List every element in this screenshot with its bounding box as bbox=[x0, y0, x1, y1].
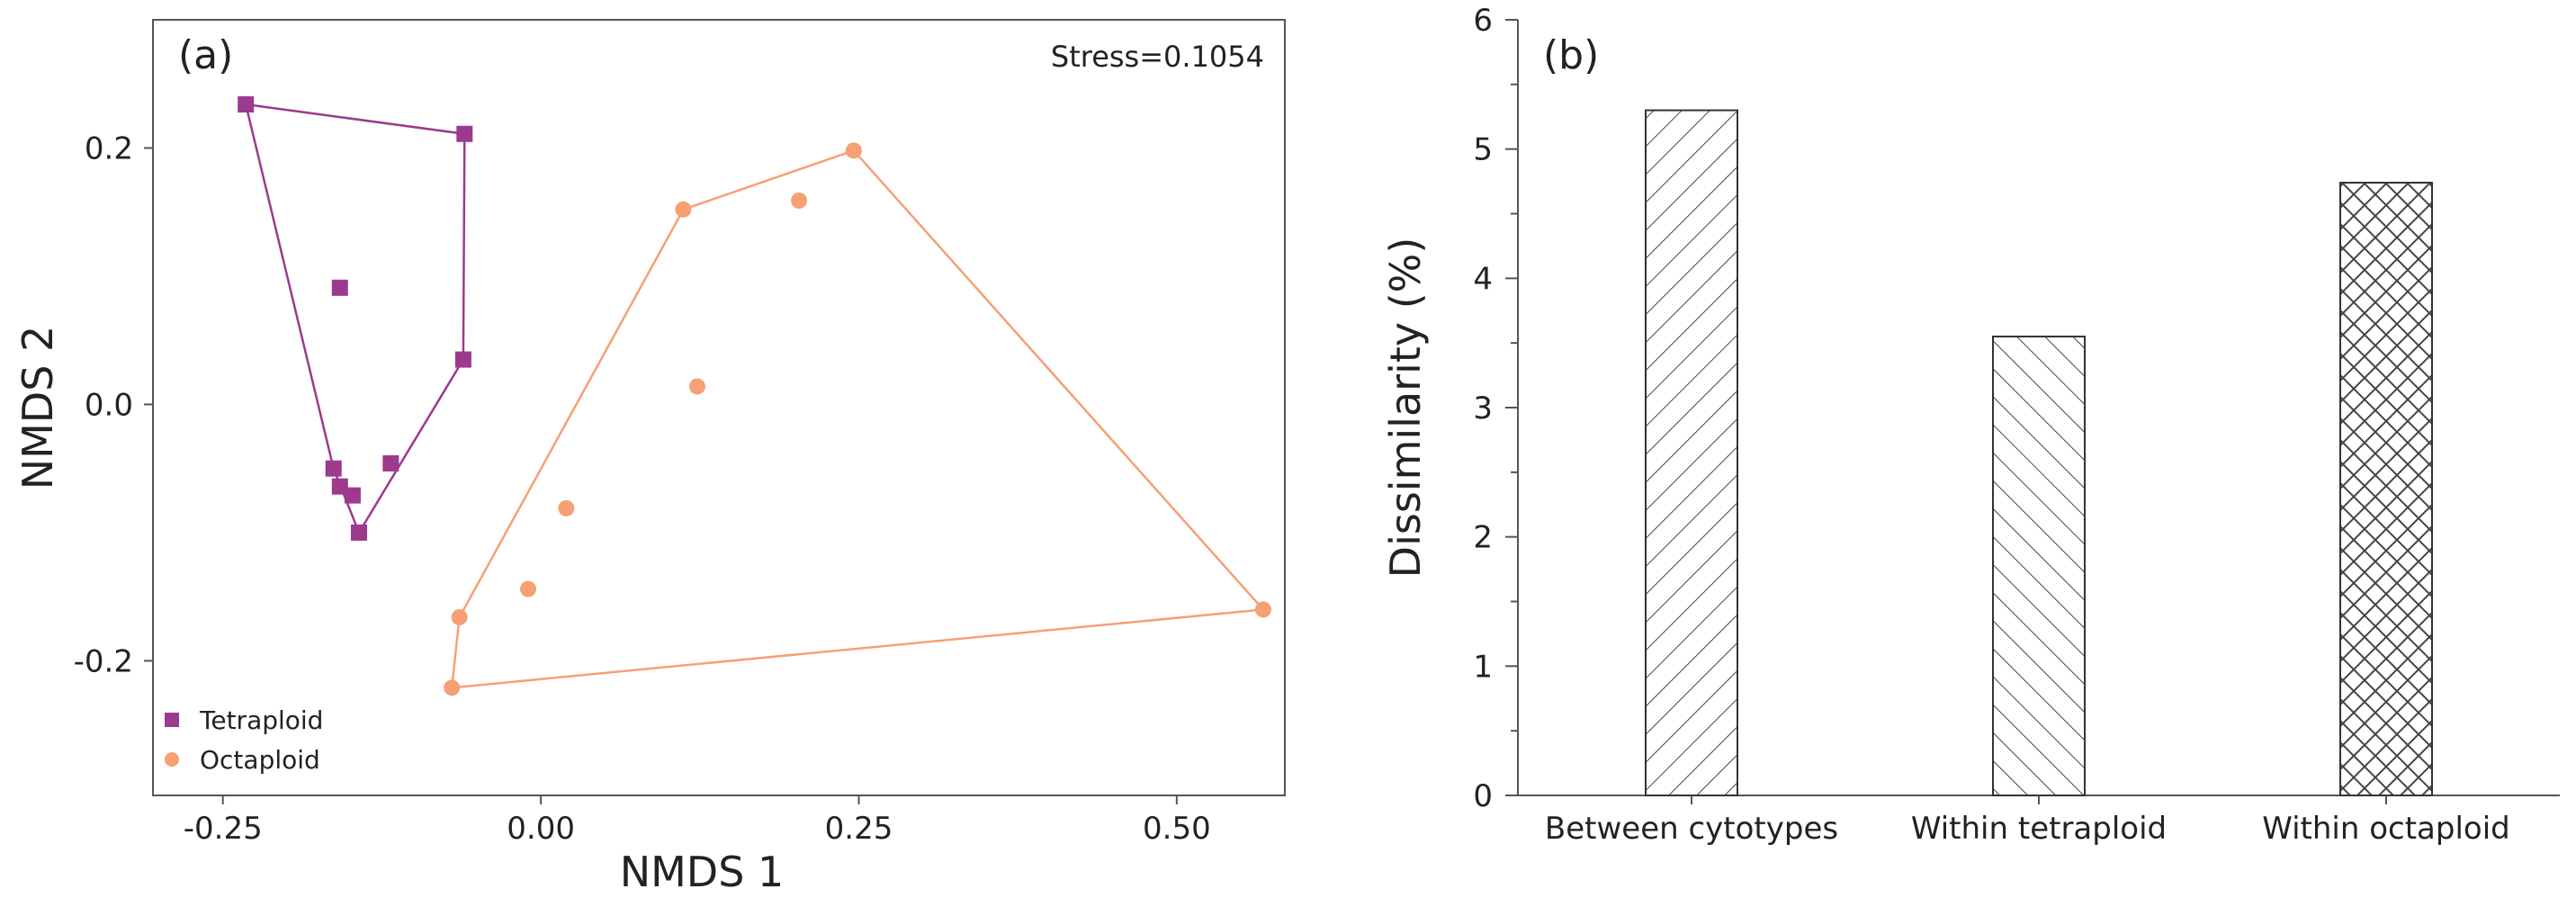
x-axis-ticks: -0.25 0.00 0.25 0.50 bbox=[184, 795, 1211, 847]
y-tick-label: 1 bbox=[1473, 649, 1493, 685]
tetraploid-point bbox=[331, 478, 348, 495]
point-group bbox=[238, 96, 1271, 696]
hull-group bbox=[244, 103, 1266, 689]
y-axis-ticks: -0.2 0.0 0.2 bbox=[74, 130, 153, 679]
tetraploid-point bbox=[325, 460, 342, 477]
legend-octaploid-marker bbox=[165, 752, 179, 767]
octaploid-point bbox=[791, 192, 808, 209]
tetraploid-point bbox=[456, 125, 473, 142]
tetraploid-point bbox=[382, 454, 399, 471]
x-category-label: Between cytotypes bbox=[1545, 811, 1838, 847]
y-axis-ticks: 0 1 2 3 4 5 6 bbox=[1473, 3, 1518, 814]
panel-a-plot-frame bbox=[152, 19, 1286, 796]
panel-b-label: (b) bbox=[1543, 32, 1599, 78]
bar bbox=[1992, 335, 2086, 796]
octaploid-point bbox=[444, 679, 461, 696]
y-tick-label: 5 bbox=[1473, 132, 1493, 168]
octaploid-point bbox=[688, 378, 705, 395]
octaploid-point bbox=[675, 201, 692, 218]
bar bbox=[2339, 182, 2433, 796]
tetraploid-point bbox=[454, 351, 471, 368]
legend-octaploid-label: Octaploid bbox=[200, 745, 320, 775]
y-tick-label: 6 bbox=[1473, 3, 1493, 39]
panel-b-dissimilarity: (b) 0 1 2 3 4 5 6 Between cytotypes Within tetr… bbox=[1381, 3, 2560, 847]
y-axis-title: Dissimilarity (%) bbox=[1381, 238, 1430, 579]
x-axis-title: NMDS 1 bbox=[620, 848, 785, 896]
y-tick-label: -0.2 bbox=[74, 643, 133, 679]
y-tick-label: 2 bbox=[1473, 520, 1493, 556]
y-axis-title: NMDS 2 bbox=[13, 326, 62, 490]
y-tick-label: 0 bbox=[1473, 778, 1493, 814]
y-tick-label: 0.0 bbox=[85, 387, 133, 423]
panel-a-label: (a) bbox=[178, 32, 233, 78]
legend: Tetraploid Octaploid bbox=[165, 705, 323, 775]
bar bbox=[1645, 109, 1738, 797]
octaploid-point bbox=[519, 580, 536, 597]
octaploid-point bbox=[845, 142, 862, 159]
octaploid-point bbox=[451, 608, 468, 625]
octaploid-point bbox=[1254, 601, 1271, 618]
x-tick-label: 0.00 bbox=[507, 811, 575, 847]
panel-a-nmds: (a) Stress=0.1054 -0.25 0.00 0.25 0.50 -0.2… bbox=[13, 19, 1286, 896]
x-tick-label: 0.50 bbox=[1143, 811, 1211, 847]
x-tick-label: 0.25 bbox=[825, 811, 893, 847]
tetraploid-point bbox=[350, 524, 367, 541]
octaploid-point bbox=[558, 499, 575, 516]
tetraploid-point bbox=[344, 487, 361, 504]
x-axis-labels: Between cytotypes Within tetraploid Within… bbox=[1545, 795, 2510, 847]
legend-tetraploid-marker bbox=[165, 713, 179, 727]
x-category-label: Within tetraploid bbox=[1911, 811, 2167, 847]
y-tick-label: 0.2 bbox=[85, 130, 133, 166]
tetraploid-hull bbox=[244, 103, 466, 535]
legend-tetraploid-label: Tetraploid bbox=[199, 705, 323, 735]
octaploid-hull bbox=[450, 148, 1266, 689]
x-category-label: Within octaploid bbox=[2262, 811, 2510, 847]
tetraploid-point bbox=[238, 96, 255, 113]
stress-annotation: Stress=0.1054 bbox=[1051, 40, 1264, 74]
y-tick-label: 4 bbox=[1473, 261, 1493, 297]
bar-group bbox=[1645, 109, 2433, 797]
tetraploid-point bbox=[331, 279, 348, 296]
x-tick-label: -0.25 bbox=[184, 811, 263, 847]
y-tick-label: 3 bbox=[1473, 391, 1493, 427]
